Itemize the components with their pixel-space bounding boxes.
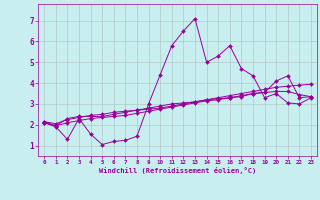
X-axis label: Windchill (Refroidissement éolien,°C): Windchill (Refroidissement éolien,°C)	[99, 167, 256, 174]
